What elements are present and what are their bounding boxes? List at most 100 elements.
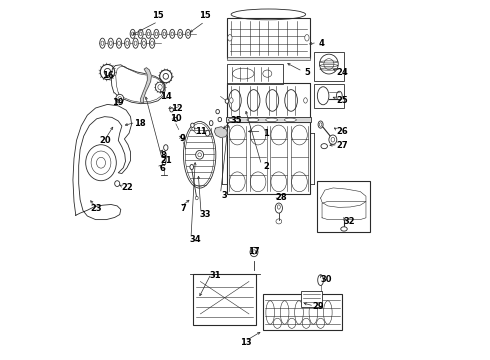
Ellipse shape (329, 135, 337, 144)
Text: 27: 27 (337, 141, 348, 150)
Text: 7: 7 (181, 204, 187, 213)
Ellipse shape (108, 38, 113, 48)
Text: 28: 28 (275, 193, 287, 202)
Ellipse shape (196, 150, 204, 159)
Ellipse shape (174, 117, 178, 122)
Bar (227, 18, 310, 58)
Ellipse shape (304, 98, 307, 103)
Bar (193, 274, 256, 325)
Ellipse shape (318, 121, 323, 128)
Ellipse shape (218, 117, 221, 122)
Ellipse shape (162, 160, 166, 165)
Bar (227, 57, 310, 60)
Bar (317, 181, 370, 232)
Ellipse shape (216, 109, 220, 114)
Ellipse shape (191, 123, 194, 127)
Ellipse shape (138, 30, 143, 39)
Ellipse shape (181, 134, 185, 139)
Text: 20: 20 (99, 136, 111, 145)
Text: 32: 32 (343, 217, 355, 226)
Text: 12: 12 (171, 104, 182, 113)
Text: 23: 23 (91, 204, 102, 213)
Text: 34: 34 (190, 235, 201, 243)
Ellipse shape (341, 227, 347, 231)
Text: 5: 5 (304, 68, 310, 77)
Ellipse shape (209, 121, 213, 126)
Polygon shape (111, 65, 165, 104)
Ellipse shape (154, 30, 159, 39)
Ellipse shape (228, 118, 240, 122)
Ellipse shape (266, 118, 277, 122)
Ellipse shape (164, 145, 168, 150)
Ellipse shape (170, 108, 173, 112)
Text: 16: 16 (101, 71, 113, 80)
Text: 22: 22 (121, 183, 133, 192)
Bar (314, 84, 343, 108)
Bar (263, 294, 342, 330)
Ellipse shape (318, 275, 323, 285)
Ellipse shape (141, 38, 147, 48)
Text: 3: 3 (221, 191, 227, 199)
Text: 15: 15 (152, 12, 164, 21)
Ellipse shape (100, 38, 105, 48)
Ellipse shape (160, 70, 172, 83)
Ellipse shape (228, 35, 232, 41)
Text: 17: 17 (248, 247, 259, 256)
Text: 18: 18 (134, 120, 146, 129)
Ellipse shape (178, 30, 183, 39)
Polygon shape (322, 202, 366, 220)
Text: 24: 24 (336, 68, 348, 77)
Text: 6: 6 (160, 164, 166, 173)
Polygon shape (215, 127, 228, 138)
Text: 10: 10 (170, 114, 182, 123)
Text: 29: 29 (313, 302, 324, 311)
Ellipse shape (124, 38, 130, 48)
Text: 1: 1 (263, 129, 269, 138)
Bar (301, 291, 322, 307)
Ellipse shape (155, 82, 165, 92)
Ellipse shape (133, 38, 138, 48)
Ellipse shape (250, 247, 258, 257)
Text: 9: 9 (179, 135, 185, 144)
Bar (227, 64, 283, 84)
Text: 35: 35 (231, 117, 242, 126)
Ellipse shape (225, 99, 229, 103)
Ellipse shape (146, 30, 151, 39)
Bar (227, 122, 310, 194)
Bar (227, 83, 310, 118)
Ellipse shape (275, 203, 282, 213)
Text: 2: 2 (263, 162, 269, 171)
Polygon shape (320, 188, 366, 207)
Ellipse shape (86, 145, 116, 181)
Ellipse shape (305, 35, 309, 41)
Text: 8: 8 (160, 151, 166, 160)
Ellipse shape (205, 130, 210, 136)
Polygon shape (141, 68, 151, 102)
Text: 13: 13 (240, 338, 251, 347)
Text: 26: 26 (336, 127, 348, 136)
Ellipse shape (229, 98, 233, 103)
Text: 21: 21 (161, 156, 172, 165)
Text: 4: 4 (318, 40, 324, 49)
Ellipse shape (186, 30, 191, 39)
Ellipse shape (100, 64, 115, 80)
Ellipse shape (116, 94, 123, 103)
Ellipse shape (190, 165, 194, 170)
Polygon shape (73, 104, 132, 220)
Ellipse shape (162, 30, 167, 39)
Ellipse shape (115, 181, 120, 186)
Text: 25: 25 (336, 96, 348, 105)
Bar (226, 117, 311, 122)
Text: 11: 11 (195, 127, 207, 136)
Ellipse shape (170, 30, 175, 39)
Text: 15: 15 (199, 12, 211, 21)
Text: 33: 33 (199, 210, 211, 219)
Ellipse shape (284, 118, 296, 122)
Text: 19: 19 (113, 99, 124, 108)
Ellipse shape (149, 38, 155, 48)
Text: 31: 31 (210, 271, 221, 280)
Ellipse shape (116, 38, 122, 48)
Ellipse shape (321, 144, 327, 149)
Ellipse shape (130, 30, 135, 39)
Bar (314, 52, 343, 81)
